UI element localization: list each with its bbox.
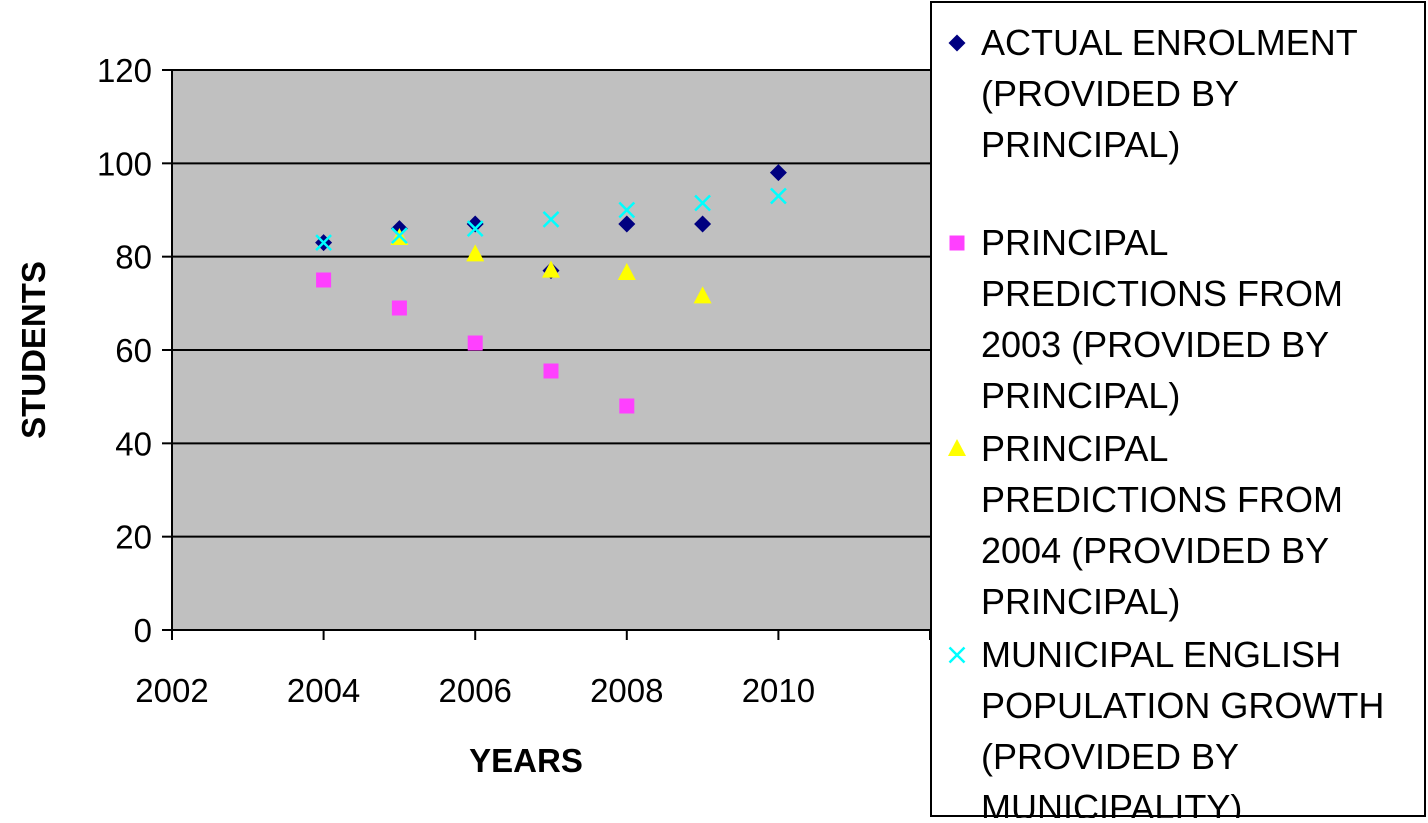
data-point [543, 363, 559, 379]
x-tick-label: 2006 [438, 672, 511, 709]
legend: ACTUAL ENROLMENT(PROVIDED BYPRINCIPAL)PR… [930, 1, 1426, 823]
tick-labels: 0 20 40 60 80 100 120 2002 2004 2006 2008 2010 [97, 52, 815, 709]
legend-entry-2: PRINCIPAL PREDICTIONS FROM 2003 (PROVIDED … [949, 222, 1343, 416]
y-tick-label: 120 [97, 52, 152, 89]
data-point [617, 263, 636, 280]
data-point [467, 335, 483, 351]
axes [162, 69, 931, 640]
data-point [769, 164, 787, 182]
data-point [542, 260, 560, 278]
legend-label: ACTUAL ENROLMENT [981, 22, 1358, 63]
data-point [618, 215, 636, 233]
data-point [770, 187, 787, 205]
legend-label: (PROVIDED BY [981, 73, 1239, 114]
legend-box [930, 1, 1426, 817]
legend-entry-4: MUNICIPAL ENGLISH POPULATION GROWTH (PROVI… [948, 634, 1384, 823]
legend-marker [948, 34, 966, 52]
legend-marker [948, 646, 966, 664]
y-tick-label: 80 [115, 239, 152, 276]
x-tick-label: 2002 [135, 672, 208, 709]
legend-marker [948, 439, 966, 456]
legend-label: PREDICTIONS FROM [981, 273, 1343, 314]
y-tick-label: 40 [115, 425, 152, 462]
legend-label: PRINCIPAL [981, 222, 1168, 263]
y-tick-label: 20 [115, 519, 152, 556]
legend-label: MUNICIPAL ENGLISH [981, 634, 1341, 675]
data-point [315, 234, 332, 252]
legend-label: MUNICIPALITY) [981, 787, 1242, 818]
series-4 [315, 187, 787, 252]
y-tick-label: 0 [134, 612, 152, 649]
legend-label: POPULATION GROWTH [981, 685, 1384, 726]
series-2 [316, 272, 635, 414]
legend-label: 2003 (PROVIDED BY [981, 324, 1329, 365]
x-axis-title: YEARS [469, 742, 583, 779]
data-point [693, 286, 712, 304]
legend-marker [949, 235, 965, 251]
legend-label: PRINCIPAL [981, 428, 1168, 469]
data-points [315, 164, 787, 414]
data-point [619, 398, 635, 414]
legend-label: PRINCIPAL) [981, 581, 1180, 622]
data-point [694, 194, 711, 212]
legend-label: PRINCIPAL) [981, 375, 1180, 416]
legend-entry-1: ACTUAL ENROLMENT (PROVIDED BY PRINCIPAL) [948, 22, 1358, 165]
legend-label: 2004 (PROVIDED BY [981, 530, 1329, 571]
data-point [618, 201, 636, 219]
data-point [316, 272, 332, 288]
legend-entry-3: PRINCIPAL PREDICTIONS FROM 2004 (PROVIDED … [948, 428, 1343, 622]
legend-label: PREDICTIONS FROM [981, 479, 1343, 520]
x-tick-label: 2004 [287, 672, 360, 709]
legend-label: (PROVIDED BY [981, 736, 1239, 777]
data-point [542, 210, 560, 228]
x-tick-label: 2010 [742, 672, 815, 709]
data-point [391, 227, 408, 245]
x-tick-label: 2008 [590, 672, 663, 709]
data-point [466, 215, 484, 233]
data-point [694, 215, 712, 233]
gridlines [172, 69, 930, 538]
y-tick-label: 60 [115, 332, 152, 369]
data-point [391, 300, 407, 316]
y-axis-title: STUDENTS [15, 261, 52, 439]
legend-label: PRINCIPAL) [981, 124, 1180, 165]
y-tick-label: 100 [97, 145, 152, 182]
data-point [466, 244, 485, 262]
data-point [466, 220, 484, 238]
